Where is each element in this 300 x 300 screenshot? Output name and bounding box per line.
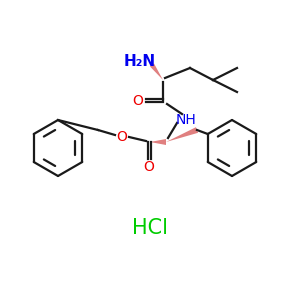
Polygon shape — [166, 127, 198, 142]
Text: NH: NH — [176, 113, 197, 127]
Text: HCl: HCl — [132, 218, 168, 238]
Polygon shape — [150, 139, 166, 145]
Text: O: O — [133, 94, 143, 108]
Text: H₂N: H₂N — [124, 55, 156, 70]
Text: O: O — [144, 160, 154, 174]
Polygon shape — [150, 64, 163, 80]
Text: O: O — [117, 130, 128, 144]
